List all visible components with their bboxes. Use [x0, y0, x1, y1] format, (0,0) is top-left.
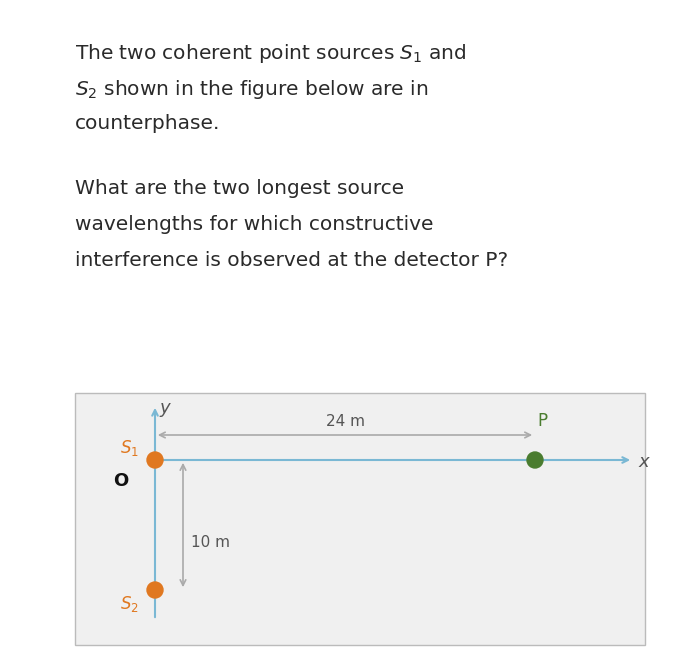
Bar	[75, 393, 645, 645]
Circle shape	[527, 452, 543, 468]
Text: P: P	[537, 412, 547, 430]
Text: $S_1$: $S_1$	[120, 438, 139, 458]
Text: $x$: $x$	[638, 453, 651, 471]
Text: What are the two longest source: What are the two longest source	[75, 179, 404, 198]
Text: interference is observed at the detector P?: interference is observed at the detector…	[75, 250, 508, 270]
Text: wavelengths for which constructive: wavelengths for which constructive	[75, 215, 433, 234]
Text: $S_2$: $S_2$	[120, 594, 139, 614]
Text: 24 m: 24 m	[326, 414, 365, 429]
Text: 10 m: 10 m	[191, 535, 230, 550]
Circle shape	[147, 582, 163, 598]
Circle shape	[147, 452, 163, 468]
Text: counterphase.: counterphase.	[75, 114, 220, 133]
Text: O: O	[113, 472, 128, 490]
Text: The two coherent point sources $\mathit{S}_1$ and: The two coherent point sources $\mathit{…	[75, 42, 467, 65]
Text: $y$: $y$	[159, 401, 172, 419]
Text: $\mathit{S}_2$ shown in the figure below are in: $\mathit{S}_2$ shown in the figure below…	[75, 78, 428, 101]
